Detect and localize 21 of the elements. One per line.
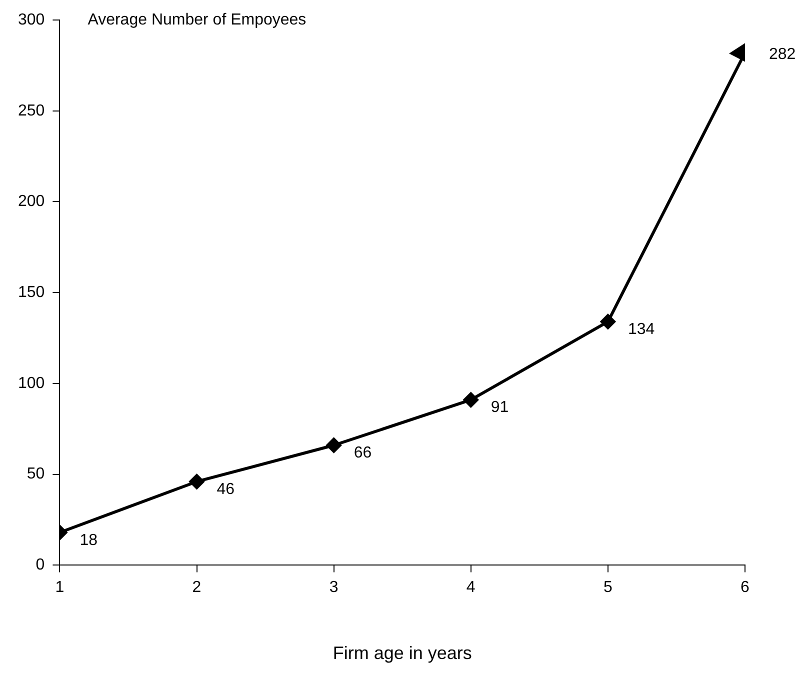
- data-label: 46: [216, 481, 235, 498]
- data-label: 134: [628, 321, 655, 338]
- x-tick-label: 3: [329, 579, 338, 596]
- y-tick-label: 150: [18, 284, 45, 302]
- x-tick-label: 5: [603, 579, 612, 596]
- y-tick-label: 0: [36, 556, 45, 574]
- y-tick-label: 200: [18, 193, 45, 210]
- data-label: 66: [354, 444, 372, 462]
- data-label: 282: [769, 46, 796, 64]
- y-tick-label: 250: [18, 102, 45, 120]
- x-tick-label: 2: [192, 579, 202, 596]
- y-tick-label: 50: [26, 466, 45, 483]
- x-tick-label: 4: [466, 579, 476, 596]
- y-tick-label: 100: [18, 374, 45, 392]
- y-tick-label: 300: [18, 11, 45, 28]
- chart-title: Average Number of Empoyees: [88, 11, 306, 28]
- x-tick-label: 1: [55, 579, 64, 596]
- data-label: 18: [80, 532, 98, 549]
- x-axis-title: Firm age in years: [332, 643, 472, 664]
- data-label: 91: [490, 399, 509, 416]
- x-tick-label: 6: [740, 579, 750, 596]
